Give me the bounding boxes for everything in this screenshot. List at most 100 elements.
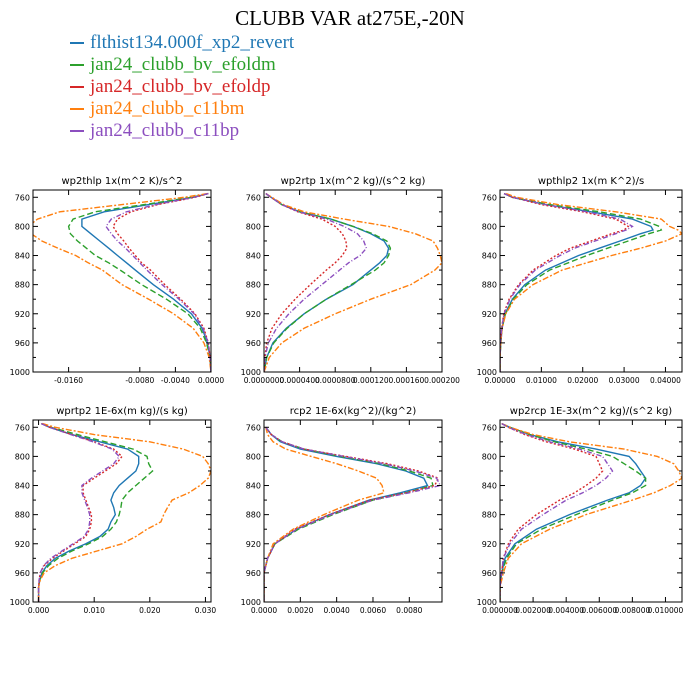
chart-panel: wp2rtp 1x(m^2 kg)/(s^2 kg) 760 800 840 880 92… xyxy=(241,176,460,385)
y-tick-label: 920 xyxy=(246,310,261,319)
x-tick-label: 0.0040 xyxy=(324,606,350,615)
x-tick-label: 0.0020 xyxy=(287,606,313,615)
chart-panel: wprtp2 1E-6x(m kg)/(s kg) 760 800 840 880 920… xyxy=(10,406,217,615)
series-line xyxy=(112,192,211,372)
y-tick-label: 1000 xyxy=(10,368,30,377)
legend-line-swatch xyxy=(70,108,84,110)
y-tick-label: 960 xyxy=(15,339,30,348)
legend-line-swatch xyxy=(70,42,84,44)
x-tick-label: 0.0000 xyxy=(251,606,277,615)
y-tick-label: 800 xyxy=(482,452,497,461)
x-tick-label: 0.04000 xyxy=(650,376,681,385)
x-tick-label: 0.006000 xyxy=(581,606,617,615)
series-line xyxy=(500,192,655,372)
chart-title: wp2rtp 1x(m^2 kg)/(s^2 kg) xyxy=(281,176,426,187)
y-tick-label: 760 xyxy=(482,193,497,202)
legend-item: jan24_clubb_bv_efoldp xyxy=(70,76,294,98)
series-line xyxy=(264,426,440,602)
series-line xyxy=(264,193,368,372)
series-line xyxy=(500,422,682,602)
series-line xyxy=(105,192,211,372)
chart-title: rcp2 1E-6x(kg^2)/(kg^2) xyxy=(290,406,417,417)
y-tick-label: 800 xyxy=(246,452,261,461)
y-tick-label: 800 xyxy=(246,222,261,231)
series-line xyxy=(33,192,211,372)
series-line xyxy=(37,422,140,602)
y-tick-label: 760 xyxy=(15,423,30,432)
y-tick-label: 760 xyxy=(246,423,261,432)
x-tick-label: 0.0000800 xyxy=(315,376,356,385)
y-tick-label: 760 xyxy=(15,193,30,202)
y-tick-label: 880 xyxy=(15,511,30,520)
series-line xyxy=(500,422,647,602)
y-tick-label: 960 xyxy=(246,339,261,348)
x-tick-label: 0.000000 xyxy=(482,606,518,615)
x-tick-label: 0.010 xyxy=(83,606,105,615)
chart-frame xyxy=(32,189,212,373)
x-tick-label: 0.0000 xyxy=(198,376,224,385)
x-tick-label: 0.010000 xyxy=(648,606,684,615)
legend-item: jan24_clubb_bv_efoldm xyxy=(70,54,294,76)
series-line xyxy=(500,422,614,602)
legend: flthist134.000f_xp2_revert jan24_clubb_bv… xyxy=(70,32,294,142)
x-tick-label: 0.000160 xyxy=(389,376,425,385)
chart-title: wprtp2 1E-6x(m kg)/(s kg) xyxy=(56,406,188,417)
x-tick-label: 0.03000 xyxy=(609,376,640,385)
y-tick-label: 840 xyxy=(246,482,261,491)
chart-frame xyxy=(499,189,683,373)
series-line xyxy=(264,426,434,602)
page-title: CLUBB VAR at275E,-20N xyxy=(235,6,465,30)
y-tick-label: 1000 xyxy=(477,368,497,377)
series-line xyxy=(264,193,390,372)
x-tick-label: 0.020 xyxy=(139,606,161,615)
series-line xyxy=(264,193,392,372)
y-tick-label: 840 xyxy=(15,482,30,491)
series-line xyxy=(81,192,211,372)
series-line xyxy=(264,426,429,602)
x-tick-label: 0.000120 xyxy=(353,376,389,385)
series-line xyxy=(500,422,604,602)
chart-frame xyxy=(263,189,443,373)
y-tick-label: 1000 xyxy=(477,598,497,607)
legend-label: jan24_clubb_c11bp xyxy=(90,120,240,141)
chart-frame xyxy=(499,419,683,603)
chart-title: wpthlp2 1x(m K^2)/s xyxy=(538,176,644,187)
chart-series-group xyxy=(500,192,682,372)
y-tick-label: 1000 xyxy=(10,598,30,607)
series-line xyxy=(67,192,211,372)
series-line xyxy=(37,422,121,602)
x-tick-label: 0.002000 xyxy=(515,606,551,615)
y-tick-label: 840 xyxy=(482,482,497,491)
y-tick-label: 840 xyxy=(246,252,261,261)
chart-series-group xyxy=(500,422,682,602)
x-tick-label: -0.0160 xyxy=(54,376,83,385)
x-tick-label: 0.0000000 xyxy=(244,376,285,385)
y-tick-label: 920 xyxy=(246,540,261,549)
x-tick-label: 0.008000 xyxy=(614,606,650,615)
legend-label: jan24_clubb_bv_efoldp xyxy=(90,76,271,97)
y-tick-label: 920 xyxy=(482,540,497,549)
legend-line-swatch xyxy=(70,130,84,132)
legend-item: flthist134.000f_xp2_revert xyxy=(70,32,294,54)
legend-line-swatch xyxy=(70,64,84,66)
y-tick-label: 960 xyxy=(482,339,497,348)
chart-series-group xyxy=(37,422,211,602)
x-tick-label: 0.00000 xyxy=(484,376,515,385)
x-tick-label: -0.0040 xyxy=(161,376,190,385)
legend-label: jan24_clubb_c11bm xyxy=(90,98,245,119)
series-line xyxy=(264,193,348,372)
chart-panel: wpthlp2 1x(m K^2)/s 760 800 840 880 920 960 100… xyxy=(477,176,683,385)
x-tick-label: 0.030 xyxy=(195,606,217,615)
y-tick-label: 960 xyxy=(15,569,30,578)
y-tick-label: 760 xyxy=(246,193,261,202)
y-tick-label: 960 xyxy=(246,569,261,578)
chart-panel: wp2rcp 1E-3x(m^2 kg)/(s^2 kg) 760 800 840 88… xyxy=(477,406,684,615)
legend-label: flthist134.000f_xp2_revert xyxy=(90,32,295,53)
y-tick-label: 840 xyxy=(15,252,30,261)
y-tick-label: 880 xyxy=(482,511,497,520)
y-tick-label: 880 xyxy=(246,281,261,290)
x-tick-label: 0.0060 xyxy=(360,606,386,615)
y-tick-label: 920 xyxy=(482,310,497,319)
chart-panel: rcp2 1E-6x(kg^2)/(kg^2) 760 800 840 880 920 96… xyxy=(241,406,443,615)
